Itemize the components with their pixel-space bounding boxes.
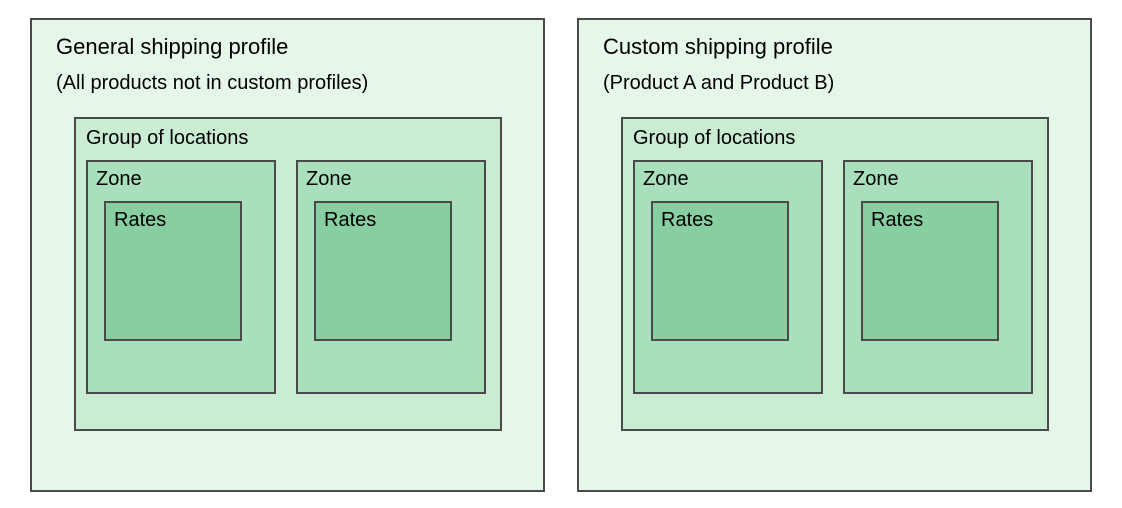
group-box: Group of locations Zone Rates Zone Rates [74, 117, 502, 431]
zone-label: Zone [96, 168, 264, 191]
profile-title: Custom shipping profile [603, 34, 1066, 60]
rates-box: Rates [861, 201, 999, 341]
rates-label: Rates [324, 209, 442, 232]
rates-label: Rates [661, 209, 779, 232]
rates-label: Rates [114, 209, 232, 232]
zone-label: Zone [643, 168, 811, 191]
zone-box: Zone Rates [843, 160, 1033, 394]
profile-box-custom: Custom shipping profile (Product A and P… [577, 18, 1092, 492]
profile-box-general: General shipping profile (All products n… [30, 18, 545, 492]
zone-label: Zone [306, 168, 474, 191]
zone-box: Zone Rates [296, 160, 486, 394]
group-label: Group of locations [86, 127, 486, 150]
group-label: Group of locations [633, 127, 1033, 150]
diagram-canvas: General shipping profile (All products n… [0, 0, 1122, 508]
rates-box: Rates [104, 201, 242, 341]
zone-box: Zone Rates [633, 160, 823, 394]
profile-title: General shipping profile [56, 34, 519, 60]
zone-label: Zone [853, 168, 1021, 191]
profile-subtitle: (All products not in custom profiles) [56, 72, 519, 95]
rates-box: Rates [314, 201, 452, 341]
rates-label: Rates [871, 209, 989, 232]
zone-box: Zone Rates [86, 160, 276, 394]
rates-box: Rates [651, 201, 789, 341]
group-box: Group of locations Zone Rates Zone Rates [621, 117, 1049, 431]
zones-row: Zone Rates Zone Rates [633, 160, 1033, 394]
zones-row: Zone Rates Zone Rates [86, 160, 486, 394]
profile-subtitle: (Product A and Product B) [603, 72, 1066, 95]
